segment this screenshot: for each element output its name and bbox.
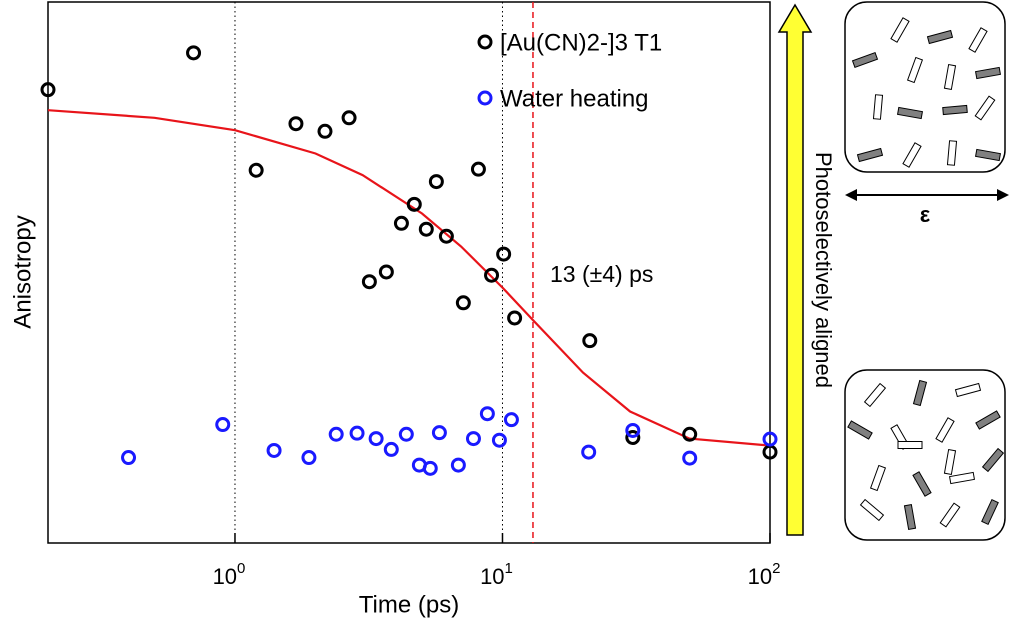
legend-marker xyxy=(477,90,493,106)
data-point xyxy=(215,417,231,433)
rod xyxy=(942,104,968,116)
data-point xyxy=(438,228,454,244)
rod xyxy=(890,17,910,43)
data-point xyxy=(582,333,598,349)
data-point xyxy=(496,246,512,262)
data-point xyxy=(121,450,137,466)
tick-base: 10 xyxy=(748,564,772,589)
rod xyxy=(902,142,922,168)
rod xyxy=(954,382,982,398)
rod xyxy=(912,379,928,407)
field-label: ε xyxy=(920,202,931,227)
data-point xyxy=(470,161,486,177)
data-point xyxy=(682,426,698,442)
data-point xyxy=(465,431,481,447)
data-point xyxy=(288,116,304,132)
tick-exponent: 0 xyxy=(237,560,245,577)
tick-base: 10 xyxy=(480,564,504,589)
x-tick-label: 100 xyxy=(213,560,246,589)
arrow-label: Photoselectively aligned xyxy=(811,152,836,388)
rod xyxy=(869,464,887,492)
legend-label: Water heating xyxy=(500,85,649,112)
x-tick-label: 101 xyxy=(480,560,513,589)
rod xyxy=(912,471,932,497)
data-point xyxy=(328,426,344,442)
random-box xyxy=(844,369,1006,541)
rod xyxy=(981,498,999,526)
data-point xyxy=(393,215,409,231)
rod xyxy=(926,29,954,45)
rod xyxy=(974,148,1002,162)
field-arrowhead xyxy=(845,189,857,201)
rod xyxy=(935,417,955,443)
rod xyxy=(896,106,924,120)
data-point xyxy=(581,444,597,460)
rod xyxy=(981,447,1005,473)
rod xyxy=(975,410,1001,430)
rod xyxy=(856,147,884,163)
plot-frame xyxy=(47,1,771,544)
data-point xyxy=(349,425,365,441)
data-point xyxy=(422,460,438,476)
rod xyxy=(906,56,924,84)
rod xyxy=(968,27,988,53)
y-axis-label: Anisotropy xyxy=(9,215,36,328)
photoselection-arrow xyxy=(777,3,813,536)
rod xyxy=(847,420,873,440)
data-point xyxy=(398,426,414,442)
data-point xyxy=(479,406,495,422)
rod xyxy=(943,448,957,476)
data-point xyxy=(378,264,394,280)
data-point xyxy=(450,457,466,473)
rod xyxy=(974,95,996,121)
data-point xyxy=(491,432,507,448)
data-point xyxy=(40,82,56,98)
data-point xyxy=(428,174,444,190)
data-point xyxy=(248,162,264,178)
rod xyxy=(939,502,961,528)
data-point xyxy=(507,310,523,326)
rod xyxy=(943,63,957,91)
data-point xyxy=(418,221,434,237)
data-point xyxy=(762,431,778,447)
rod xyxy=(859,498,885,522)
data-point xyxy=(383,441,399,457)
molecule-rods xyxy=(847,17,1005,531)
data-point xyxy=(301,450,317,466)
data-point xyxy=(484,267,500,283)
rod xyxy=(946,140,958,166)
x-axis-label: Time (ps) xyxy=(359,591,459,618)
rod xyxy=(851,51,879,69)
rod xyxy=(863,382,887,408)
data-point xyxy=(431,425,447,441)
rod xyxy=(897,441,923,449)
rod xyxy=(948,471,976,485)
legend-label: [Au(CN)2-]3 T1 xyxy=(500,29,662,56)
data-point xyxy=(406,196,422,212)
data-point xyxy=(682,450,698,466)
data-point xyxy=(341,110,357,126)
fit-curve xyxy=(47,109,771,447)
data-point xyxy=(361,274,377,290)
data-point xyxy=(186,45,202,61)
tick-base: 10 xyxy=(213,564,237,589)
rod xyxy=(903,503,917,531)
data-point xyxy=(368,431,384,447)
tick-exponent: 1 xyxy=(505,560,513,577)
data-point xyxy=(625,430,641,446)
rod xyxy=(974,66,1002,80)
rod xyxy=(872,94,884,120)
data-point xyxy=(455,295,471,311)
annotation-text: 13 (±4) ps xyxy=(550,261,653,287)
data-point xyxy=(317,123,333,139)
aligned-box xyxy=(844,1,1006,173)
data-point xyxy=(625,422,641,438)
x-tick-label: 102 xyxy=(748,560,781,589)
data-point xyxy=(503,412,519,428)
field-arrowhead xyxy=(997,189,1009,201)
data-point xyxy=(266,442,282,458)
tick-exponent: 2 xyxy=(772,560,780,577)
legend-marker xyxy=(477,34,493,50)
